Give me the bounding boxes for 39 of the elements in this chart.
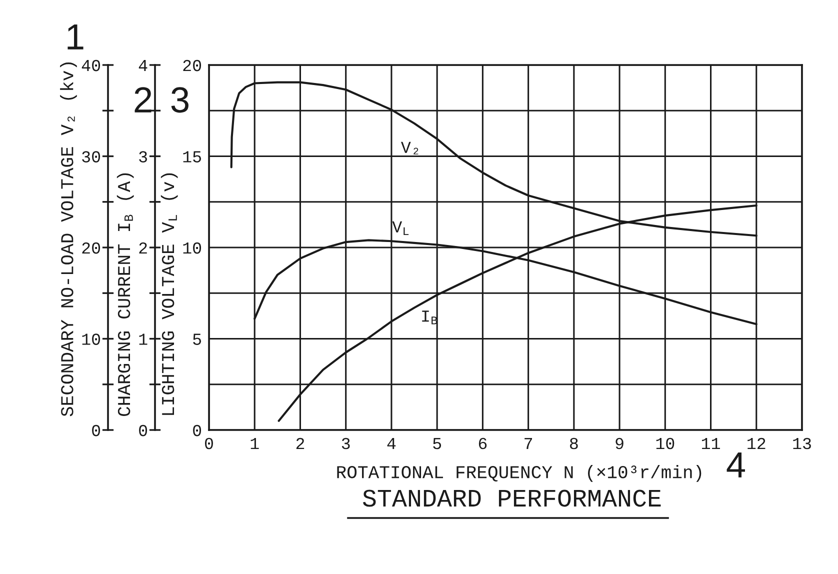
x-tick-label: 4 <box>387 438 396 450</box>
x-tick-label: 0 <box>205 438 213 450</box>
y3-tick-label: 10 <box>82 334 100 345</box>
series-label: V₂ <box>400 142 418 154</box>
x-tick-label: 10 <box>656 438 674 450</box>
y3-tick-label: 40 <box>82 60 100 72</box>
x-tick-label: 13 <box>793 438 811 450</box>
text: 3 <box>171 87 188 113</box>
y2-tick-label: 0 <box>139 424 148 436</box>
y3-tick-label: 30 <box>82 151 100 162</box>
x-tick-label: 9 <box>616 438 624 450</box>
x-tick-label: 12 <box>748 438 766 450</box>
x-tick-label: 11 <box>702 438 720 450</box>
x-tick-label: 8 <box>570 438 578 450</box>
y-tick-label: 10 <box>183 242 202 254</box>
y-tick-label: 5 <box>193 334 201 345</box>
x-tick-label: 2 <box>296 438 304 450</box>
y3-tick-label: 20 <box>82 242 100 254</box>
y-axis-title: LIGHTING VOLTAGE V$_{L}$ (v) <box>160 173 178 415</box>
x-tick-label: 3 <box>342 438 350 450</box>
x-tick-label: 5 <box>433 438 442 450</box>
x-tick-label: 7 <box>524 438 532 450</box>
text: 2 <box>134 87 152 112</box>
y3-tick-label: 0 <box>92 424 100 436</box>
y2-axis-title: CHARGING CURRENT I$_{B}$ (A) <box>116 173 134 416</box>
y-tick-label: 20 <box>183 60 202 72</box>
y3-axis-title: SECONDARY NO-LOAD VOLTAGE V₂ (kv) <box>60 62 77 416</box>
y-tick-label: 15 <box>183 151 201 162</box>
x-tick-label: 1 <box>250 438 259 450</box>
y2-tick-label: 2 <box>139 242 147 254</box>
text: 1 <box>68 24 84 50</box>
x-axis-title: ROTATIONAL FREQUENCY N (×10³r/min) <box>337 465 702 482</box>
text: STANDARD PERFORMANCE <box>362 490 661 507</box>
x-tick-label: 6 <box>478 438 487 450</box>
y2-tick-label: 3 <box>139 151 147 162</box>
y2-tick-label: 1 <box>139 334 148 345</box>
y2-tick-label: 4 <box>138 60 148 72</box>
series-label: V$_{L}$ <box>392 221 409 236</box>
y-tick-label: 0 <box>193 424 202 436</box>
